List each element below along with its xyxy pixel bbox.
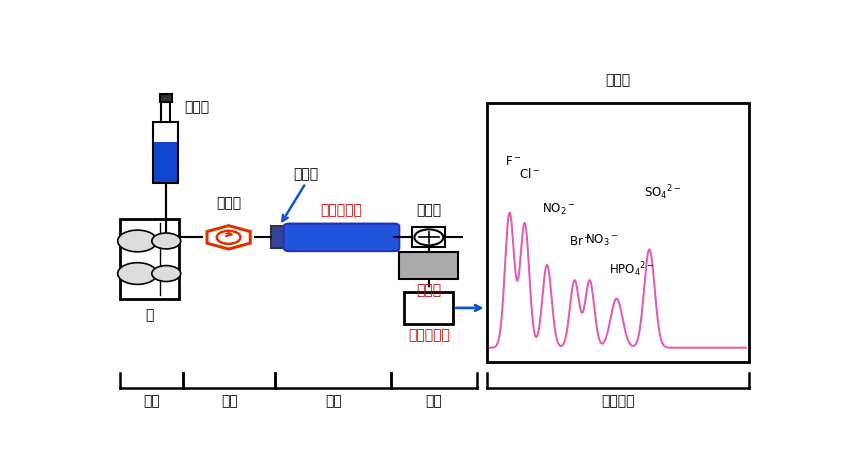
Bar: [153, 122, 178, 183]
Bar: [160, 94, 171, 102]
Text: SO$_4$$^{2-}$: SO$_4$$^{2-}$: [644, 183, 682, 202]
Text: NO$_2$$^-$: NO$_2$$^-$: [542, 202, 576, 217]
Bar: [120, 219, 180, 299]
Text: Br$^-$: Br$^-$: [569, 235, 592, 248]
FancyBboxPatch shape: [284, 224, 399, 251]
Bar: [271, 227, 288, 248]
Text: 数据记录: 数据记录: [601, 394, 634, 408]
Text: F$^-$: F$^-$: [505, 155, 522, 168]
Text: 保护柱: 保护柱: [293, 167, 318, 181]
Bar: [154, 142, 177, 182]
Text: 进样: 进样: [221, 394, 238, 408]
Circle shape: [118, 230, 157, 252]
Polygon shape: [207, 226, 250, 249]
Bar: [486, 103, 749, 362]
Text: 色谱图: 色谱图: [606, 73, 630, 87]
Text: 流动相: 流动相: [185, 100, 210, 114]
Text: 输液: 输液: [143, 394, 160, 408]
Text: 分离: 分离: [325, 394, 341, 408]
Text: NO$_3$$^-$: NO$_3$$^-$: [585, 233, 618, 248]
Bar: [412, 227, 446, 248]
Circle shape: [118, 263, 157, 284]
Circle shape: [152, 233, 180, 249]
Text: Cl$^-$: Cl$^-$: [519, 167, 540, 181]
Bar: [399, 252, 458, 279]
Text: 电导检测器: 电导检测器: [408, 329, 450, 343]
Bar: [161, 102, 170, 122]
Text: 进样器: 进样器: [216, 196, 241, 210]
Circle shape: [152, 266, 180, 282]
Text: 检测池: 检测池: [416, 204, 441, 218]
Text: 抑制器: 抑制器: [416, 283, 441, 298]
Text: 离子色谱柱: 离子色谱柱: [321, 204, 363, 218]
Text: 泵: 泵: [146, 308, 154, 322]
Text: 检测: 检测: [426, 394, 442, 408]
Text: HPO$_4$$^{2-}$: HPO$_4$$^{2-}$: [609, 261, 656, 279]
Bar: [404, 291, 453, 324]
